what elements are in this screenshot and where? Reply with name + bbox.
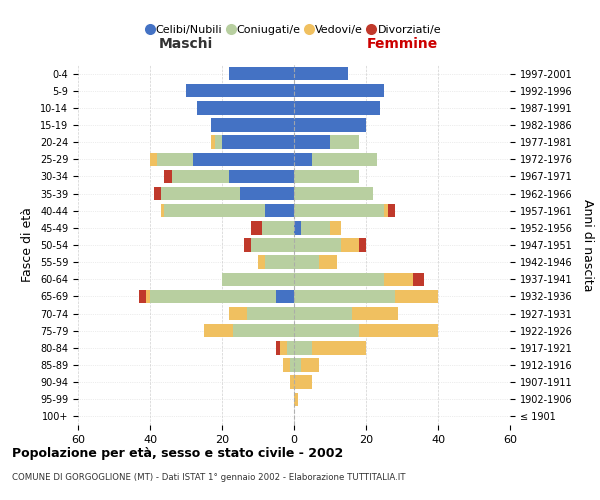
Bar (283, 358, 290, 372)
Bar (294, 221, 301, 234)
Bar (229, 170, 294, 183)
Bar (413, 272, 424, 286)
Bar (384, 204, 388, 218)
Bar (154, 187, 161, 200)
Bar (157, 152, 193, 166)
Bar (258, 256, 265, 269)
Bar (204, 324, 233, 338)
Bar (244, 238, 251, 252)
Bar (294, 136, 330, 149)
Bar (294, 67, 348, 80)
Bar (330, 136, 359, 149)
Bar (294, 256, 319, 269)
Bar (312, 341, 366, 354)
Bar (359, 324, 438, 338)
Bar (251, 238, 294, 252)
Bar (395, 290, 438, 303)
Bar (197, 101, 294, 114)
Bar (341, 238, 359, 252)
Bar (294, 376, 312, 389)
Bar (233, 324, 294, 338)
Bar (294, 341, 312, 354)
Bar (229, 67, 294, 80)
Bar (276, 290, 294, 303)
Bar (161, 204, 164, 218)
Bar (359, 238, 366, 252)
Bar (294, 290, 395, 303)
Bar (352, 307, 398, 320)
Bar (150, 290, 276, 303)
Y-axis label: Anni di nascita: Anni di nascita (581, 198, 594, 291)
Bar (294, 392, 298, 406)
Bar (330, 221, 341, 234)
Y-axis label: Fasce di età: Fasce di età (22, 208, 34, 282)
Bar (222, 272, 294, 286)
Bar (384, 272, 413, 286)
Bar (294, 187, 373, 200)
Bar (294, 324, 359, 338)
Bar (211, 136, 215, 149)
Bar (287, 341, 294, 354)
Bar (294, 84, 384, 98)
Bar (186, 84, 294, 98)
Text: Femmine: Femmine (367, 38, 437, 52)
Bar (312, 152, 377, 166)
Bar (280, 341, 287, 354)
Legend: Celibi/Nubili, Coniugati/e, Vedovi/e, Divorziati/e: Celibi/Nubili, Coniugati/e, Vedovi/e, Di… (142, 20, 446, 40)
Bar (172, 170, 229, 183)
Bar (222, 136, 294, 149)
Bar (294, 152, 312, 166)
Bar (294, 118, 366, 132)
Bar (294, 307, 352, 320)
Bar (139, 290, 146, 303)
Bar (388, 204, 395, 218)
Bar (215, 136, 222, 149)
Bar (211, 118, 294, 132)
Bar (301, 358, 319, 372)
Bar (319, 256, 337, 269)
Bar (276, 341, 280, 354)
Bar (301, 221, 330, 234)
Bar (193, 152, 294, 166)
Bar (294, 101, 380, 114)
Bar (229, 307, 247, 320)
Bar (240, 187, 294, 200)
Bar (294, 238, 341, 252)
Bar (161, 187, 240, 200)
Bar (294, 272, 384, 286)
Text: Popolazione per età, sesso e stato civile - 2002: Popolazione per età, sesso e stato civil… (12, 448, 343, 460)
Bar (150, 152, 157, 166)
Bar (294, 358, 301, 372)
Bar (251, 221, 262, 234)
Text: COMUNE DI GORGOGLIONE (MT) - Dati ISTAT 1° gennaio 2002 - Elaborazione TUTTITALI: COMUNE DI GORGOGLIONE (MT) - Dati ISTAT … (12, 472, 406, 482)
Text: Maschi: Maschi (159, 38, 213, 52)
Bar (294, 204, 384, 218)
Bar (164, 204, 265, 218)
Bar (247, 307, 294, 320)
Bar (146, 290, 150, 303)
Bar (265, 204, 294, 218)
Bar (164, 170, 172, 183)
Bar (290, 358, 294, 372)
Bar (294, 170, 359, 183)
Bar (265, 256, 294, 269)
Bar (262, 221, 294, 234)
Bar (290, 376, 294, 389)
